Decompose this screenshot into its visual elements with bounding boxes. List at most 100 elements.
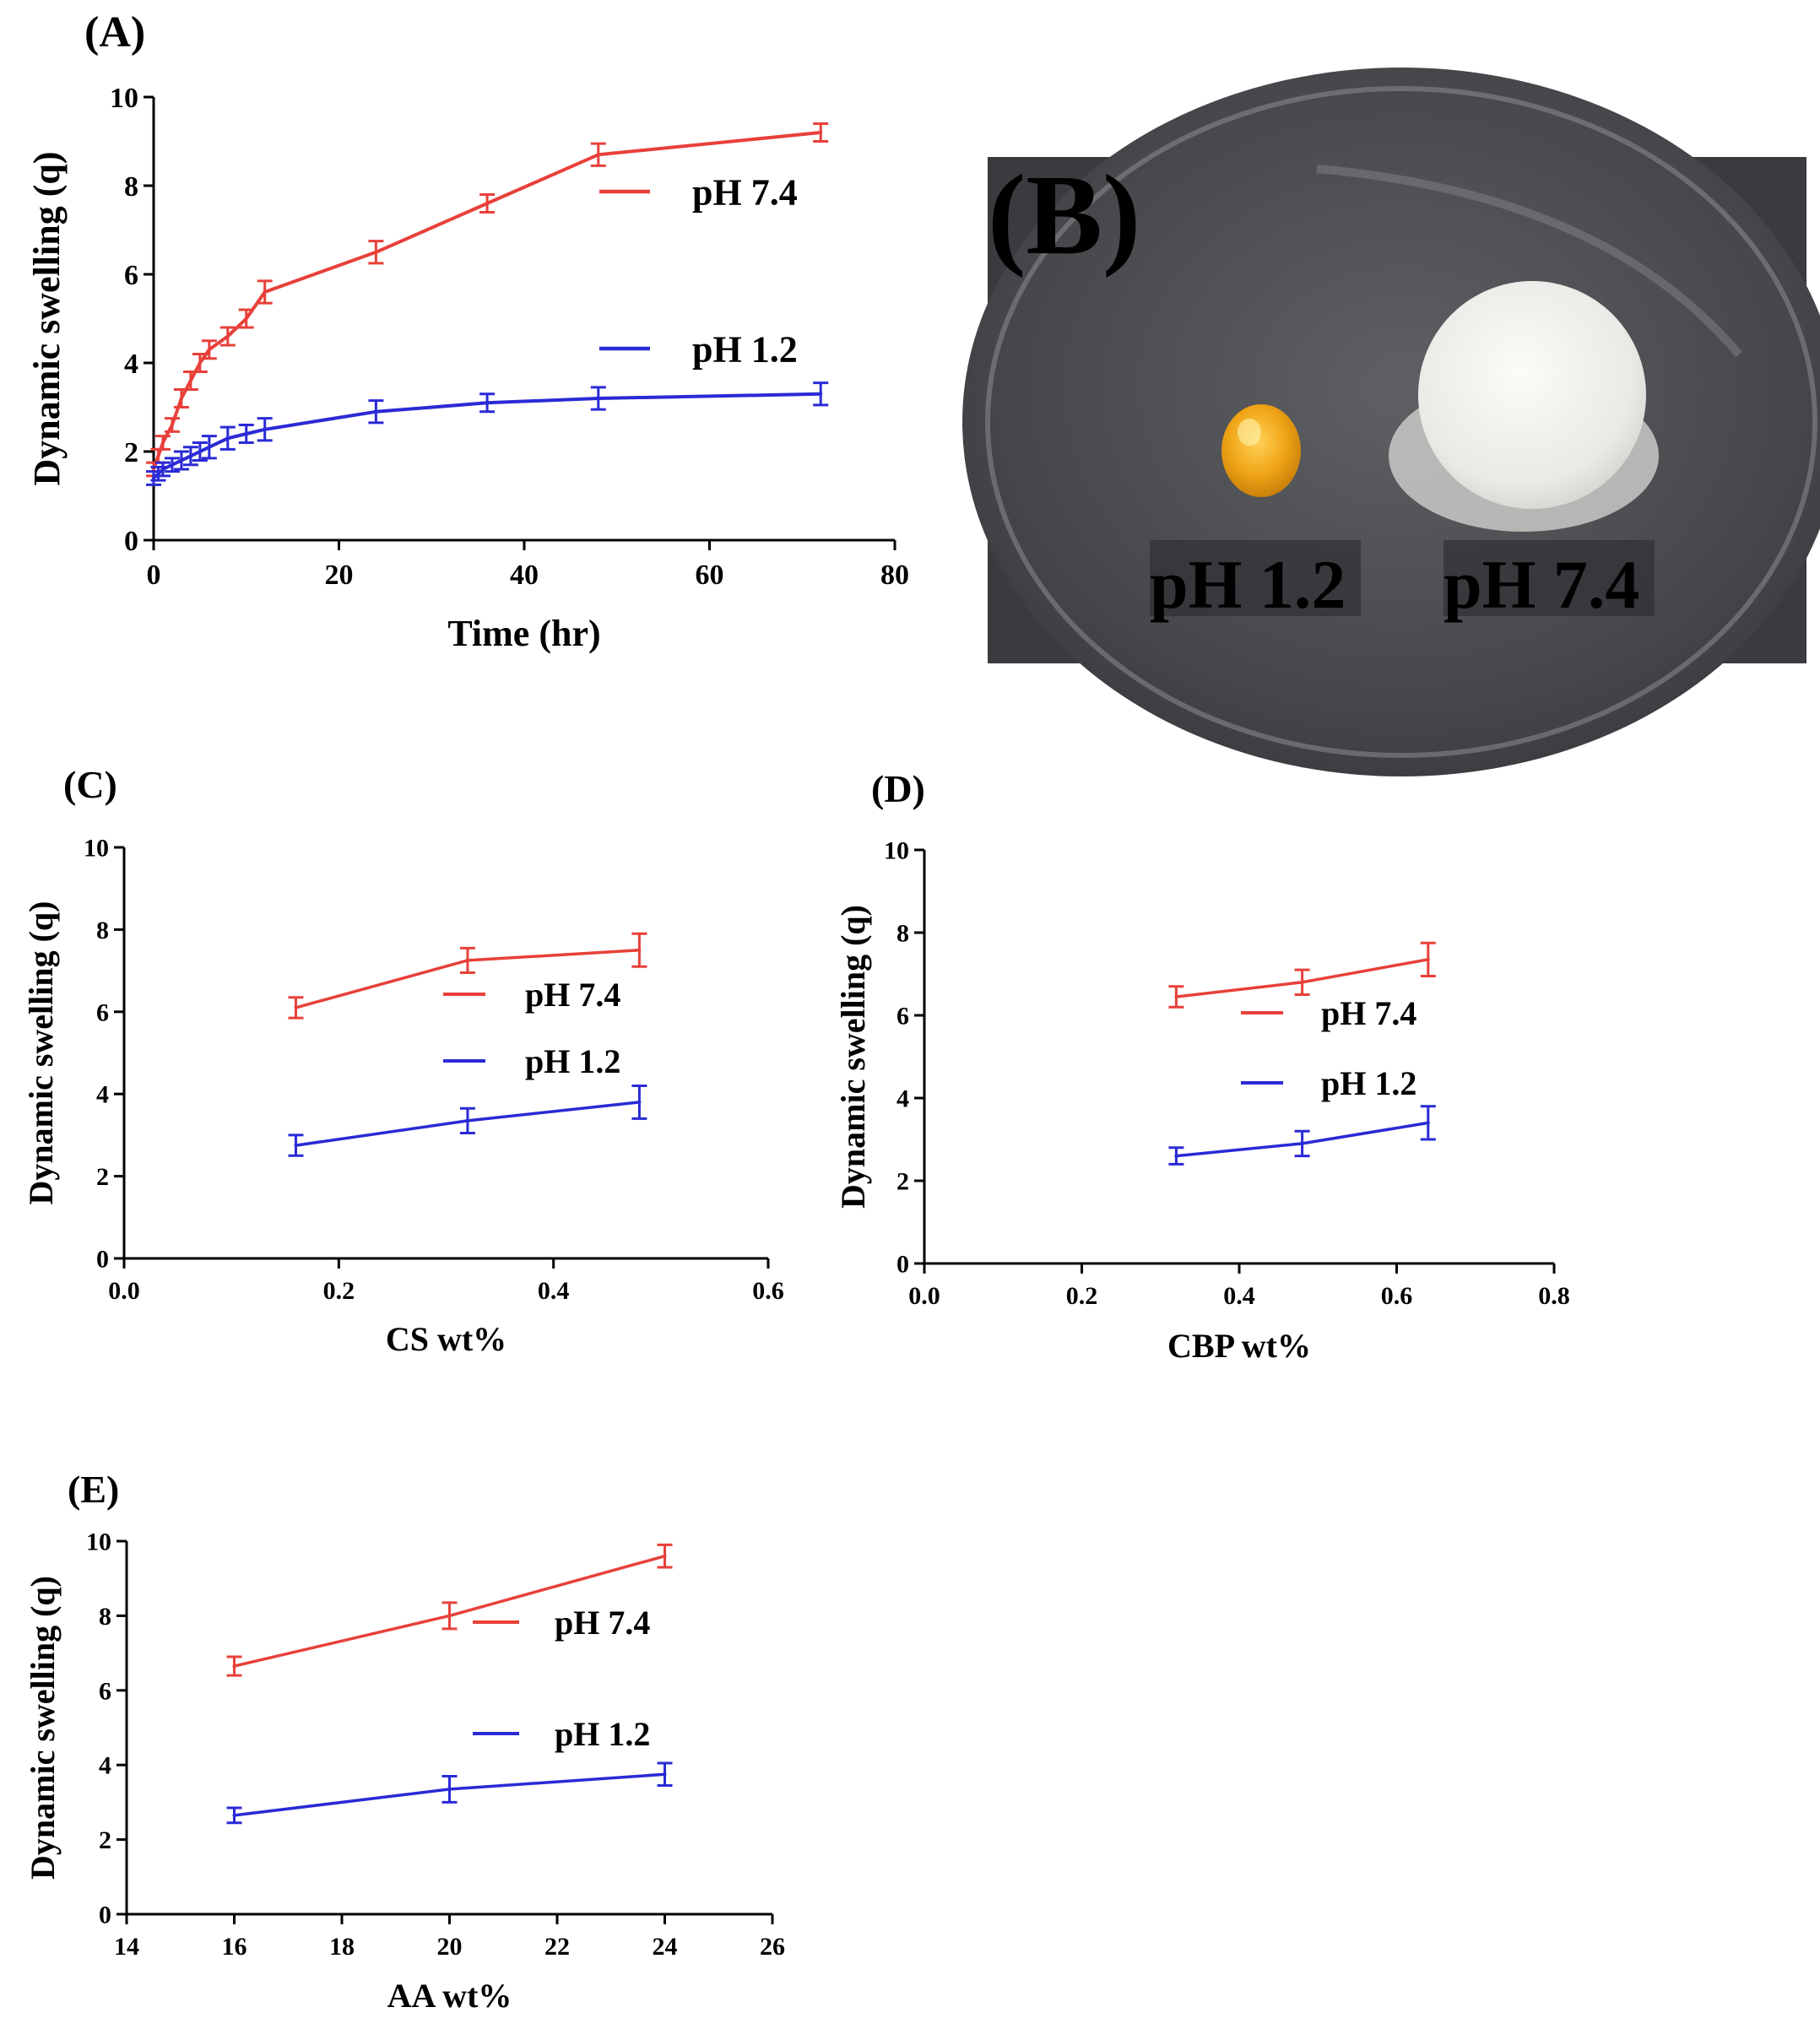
data-point <box>225 334 230 338</box>
panel-label: (A) <box>84 8 145 57</box>
data-point <box>374 250 378 254</box>
photo-label-ph74: pH 7.4 <box>1444 546 1639 623</box>
y-tick-label: 0 <box>124 526 138 557</box>
legend-label: pH 7.4 <box>1321 994 1416 1032</box>
y-tick-label: 0 <box>96 1246 109 1274</box>
y-tick-label: 10 <box>884 837 909 865</box>
series-pH-1_2: pH 1.2 <box>146 328 829 486</box>
x-tick-label: 20 <box>325 560 354 591</box>
data-point <box>179 458 183 463</box>
data-point <box>232 1813 236 1817</box>
data-point <box>485 401 490 405</box>
y-axis-label: Dynamic swelling (q) <box>22 901 60 1205</box>
y-tick-label: 6 <box>124 260 138 291</box>
series-pH-1_2: pH 1.2 <box>226 1715 673 1825</box>
data-point <box>225 436 230 441</box>
series-pH-7_4: pH 7.4 <box>146 122 829 478</box>
y-tick-label: 4 <box>896 1085 909 1113</box>
y-axis-label: Dynamic swelling (q) <box>26 152 68 486</box>
y-tick-label: 0 <box>896 1251 909 1279</box>
data-point <box>294 1144 298 1148</box>
y-tick-label: 2 <box>96 1163 109 1191</box>
x-tick-label: 0.8 <box>1538 1282 1570 1310</box>
x-tick-label: 22 <box>544 1933 570 1961</box>
panel-label: (D) <box>871 767 925 810</box>
y-axis-label: Dynamic swelling (q) <box>24 1576 62 1880</box>
data-point <box>207 348 211 352</box>
legend-label: pH 1.2 <box>692 328 798 370</box>
x-axis-label: Time (hr) <box>447 613 600 654</box>
x-tick-label: 20 <box>437 1933 463 1961</box>
y-tick-label: 8 <box>896 920 909 948</box>
x-tick-label: 0.2 <box>1066 1282 1098 1310</box>
data-point <box>374 409 378 414</box>
swollen-gel-ph74 <box>1418 281 1646 509</box>
data-point <box>465 1118 469 1123</box>
data-point <box>160 468 165 471</box>
x-tick-label: 60 <box>696 560 724 591</box>
x-tick-label: 80 <box>880 560 909 591</box>
data-point <box>170 423 174 427</box>
legend-label: pH 7.4 <box>692 171 798 213</box>
y-tick-label: 2 <box>99 1826 111 1854</box>
data-point <box>188 454 192 458</box>
x-axis-label: CBP wt% <box>1167 1327 1311 1365</box>
x-tick-label: 24 <box>653 1933 678 1961</box>
legend-label: pH 7.4 <box>525 976 620 1014</box>
data-point <box>160 441 165 445</box>
photo-label-ph12: pH 1.2 <box>1150 546 1346 623</box>
data-point <box>447 1614 452 1618</box>
data-point <box>188 379 192 382</box>
data-point <box>198 450 202 453</box>
series-pH-1_2: pH 1.2 <box>288 1042 647 1157</box>
x-tick-label: 0.4 <box>538 1277 570 1305</box>
legend-label: pH 1.2 <box>555 1715 650 1753</box>
x-tick-label: 0.0 <box>108 1277 140 1305</box>
y-tick-label: 4 <box>96 1081 109 1109</box>
y-tick-label: 10 <box>110 83 138 114</box>
y-tick-label: 4 <box>99 1752 111 1780</box>
x-tick-label: 14 <box>114 1933 139 1961</box>
y-tick-label: 4 <box>124 349 138 380</box>
data-point <box>1426 957 1430 961</box>
y-tick-label: 0 <box>99 1902 111 1929</box>
legend-label: pH 1.2 <box>525 1042 620 1080</box>
x-axis-label: AA wt% <box>387 1977 512 2015</box>
x-tick-label: 26 <box>760 1933 785 1961</box>
data-point <box>152 476 155 480</box>
chart-C: (C) 0.0 0.2 0.4 0.6 0 2 4 6 8 10 CS wt% Dynamic swel… <box>22 763 784 1358</box>
series-pH-7_4: pH 7.4 <box>288 932 647 1020</box>
y-tick-label: 6 <box>896 1003 909 1031</box>
y-axis-label: Dynamic swelling (q) <box>834 905 872 1209</box>
data-point <box>663 1772 667 1777</box>
petri-dish-rim <box>985 86 1817 758</box>
label-backdrop-left <box>1150 540 1361 616</box>
series-pH-7_4: pH 7.4 <box>1168 941 1436 1032</box>
legend-label: pH 7.4 <box>555 1604 650 1642</box>
data-point <box>244 316 248 321</box>
legend-label: pH 1.2 <box>1321 1064 1416 1102</box>
data-point <box>244 432 248 436</box>
data-point <box>637 948 642 952</box>
y-tick-label: 8 <box>99 1603 111 1631</box>
data-point <box>170 463 174 467</box>
photo-panel-b: pH 1.2 pH 7.4 (B) <box>962 68 1820 776</box>
label-backdrop-right <box>1444 540 1655 616</box>
x-tick-label: 0.4 <box>1223 1282 1255 1310</box>
gel-highlight <box>1238 419 1261 446</box>
x-tick-label: 0.2 <box>323 1277 355 1305</box>
x-tick-label: 40 <box>510 560 539 591</box>
x-tick-label: 16 <box>222 1933 247 1961</box>
chart-A: (A) 0 20 40 60 80 0 2 4 6 8 10 Time (hr) Dynamic swel… <box>26 8 909 654</box>
data-point <box>596 397 600 400</box>
data-point <box>819 392 823 396</box>
y-tick-label: 6 <box>99 1677 111 1705</box>
y-tick-label: 8 <box>124 171 138 203</box>
y-tick-label: 10 <box>86 1528 111 1556</box>
data-point <box>447 1787 452 1791</box>
data-point <box>156 454 160 458</box>
data-point <box>232 1664 236 1669</box>
